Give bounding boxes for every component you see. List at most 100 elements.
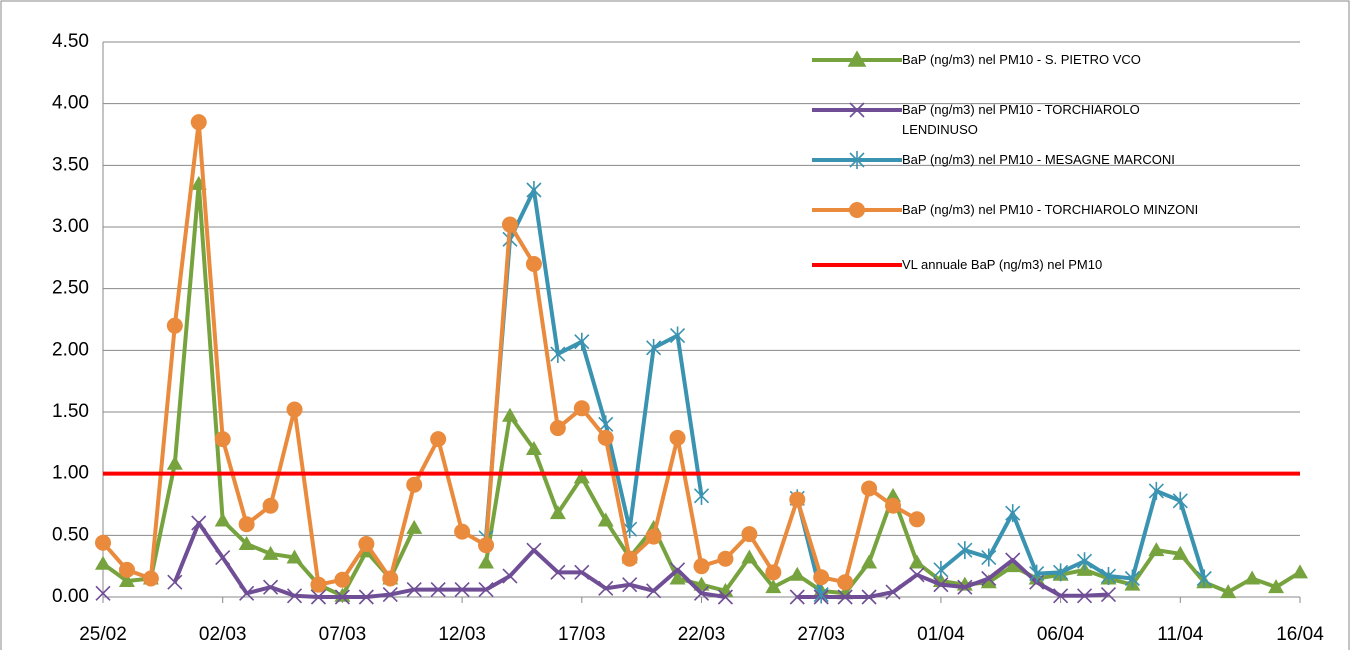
marker [622,577,638,593]
marker [406,519,423,534]
marker [885,487,902,502]
x-tick-label: 25/02 [79,624,127,645]
marker [142,570,159,587]
x-tick-label: 06/04 [1037,624,1085,645]
marker [861,554,878,569]
marker [574,564,590,580]
legend-item: VL annuale BaP (ng/m3) nel PM10 [812,255,1242,275]
marker [789,566,806,581]
marker [813,569,830,586]
marker [669,326,686,345]
marker [645,528,662,545]
marker [693,486,710,505]
x-tick-label: 22/03 [678,624,726,645]
series-line [484,188,1207,596]
legend-swatch [812,202,902,218]
marker [693,585,710,601]
grid: 0.00 0.50 1.00 1.50 2.00 2.50 3.00 3.50 4.00 4.50… [52,31,1324,645]
marker [550,564,566,580]
marker [1100,586,1117,603]
marker [693,558,710,575]
marker [166,317,183,334]
y-tick-label: 4.50 [52,31,89,52]
y-tick-label: 0.50 [52,524,89,545]
marker [981,548,997,567]
marker [597,512,614,527]
marker [286,401,303,418]
marker [837,589,853,605]
marker [765,579,782,594]
marker [789,589,805,605]
legend-item: BaP (ng/m3) nel PM10 - TORCHIAROLO LENDI… [812,100,1202,140]
marker [813,585,829,604]
marker [310,576,327,593]
marker [1148,481,1164,500]
marker [430,582,446,598]
marker [1244,570,1261,585]
marker [1100,567,1117,586]
y-tick-label: 1.00 [52,463,89,484]
marker [478,582,494,598]
marker [861,589,877,605]
marker [933,560,949,579]
marker [573,400,590,417]
marker [1005,552,1021,568]
marker [1004,558,1021,573]
x-tick-label: 12/03 [438,624,486,645]
marker [1292,564,1308,579]
marker [909,567,925,583]
marker [1005,504,1021,523]
x-tick-label: 17/03 [558,624,606,645]
marker [310,589,327,605]
marker [214,512,231,527]
marker [1076,588,1093,604]
x-tick-label: 01/04 [917,624,965,645]
marker [334,589,350,605]
y-tick-label: 2.50 [52,278,89,299]
marker [286,549,303,564]
marker [238,516,255,533]
marker [167,574,183,590]
marker [1076,552,1093,571]
marker [549,505,566,520]
marker [334,571,351,588]
plot [95,114,1308,605]
marker [262,497,279,514]
marker [957,541,973,560]
legend-marker [849,202,865,218]
marker [118,561,135,578]
marker [908,511,925,528]
marker [981,570,997,587]
marker [525,441,542,455]
marker [214,431,231,448]
marker [885,584,901,600]
marker [765,564,782,581]
marker [526,542,542,558]
marker [526,181,542,199]
marker [597,429,614,446]
marker [669,570,686,585]
marker [262,545,279,560]
marker [837,574,854,591]
marker [286,588,303,604]
x-tick-label: 11/04 [1157,624,1204,645]
marker [358,589,374,605]
marker [598,580,614,596]
legend-marker [849,102,865,118]
marker [454,582,470,598]
marker [621,550,638,567]
marker [741,526,758,543]
marker [95,534,111,551]
legend-swatch [812,151,902,169]
marker [1053,588,1069,604]
legend-label: BaP (ng/m3) nel PM10 - S. PIETRO VCO [902,52,1141,67]
legend-label: BaP (ng/m3) nel PM10 - TORCHIAROLO MINZO… [902,202,1199,217]
legend-swatch [812,50,902,67]
legend-swatch [812,102,902,118]
x-tick-label: 27/03 [797,624,845,645]
legend-marker [849,151,865,169]
marker [908,554,925,569]
marker [646,338,662,357]
marker [478,554,495,569]
